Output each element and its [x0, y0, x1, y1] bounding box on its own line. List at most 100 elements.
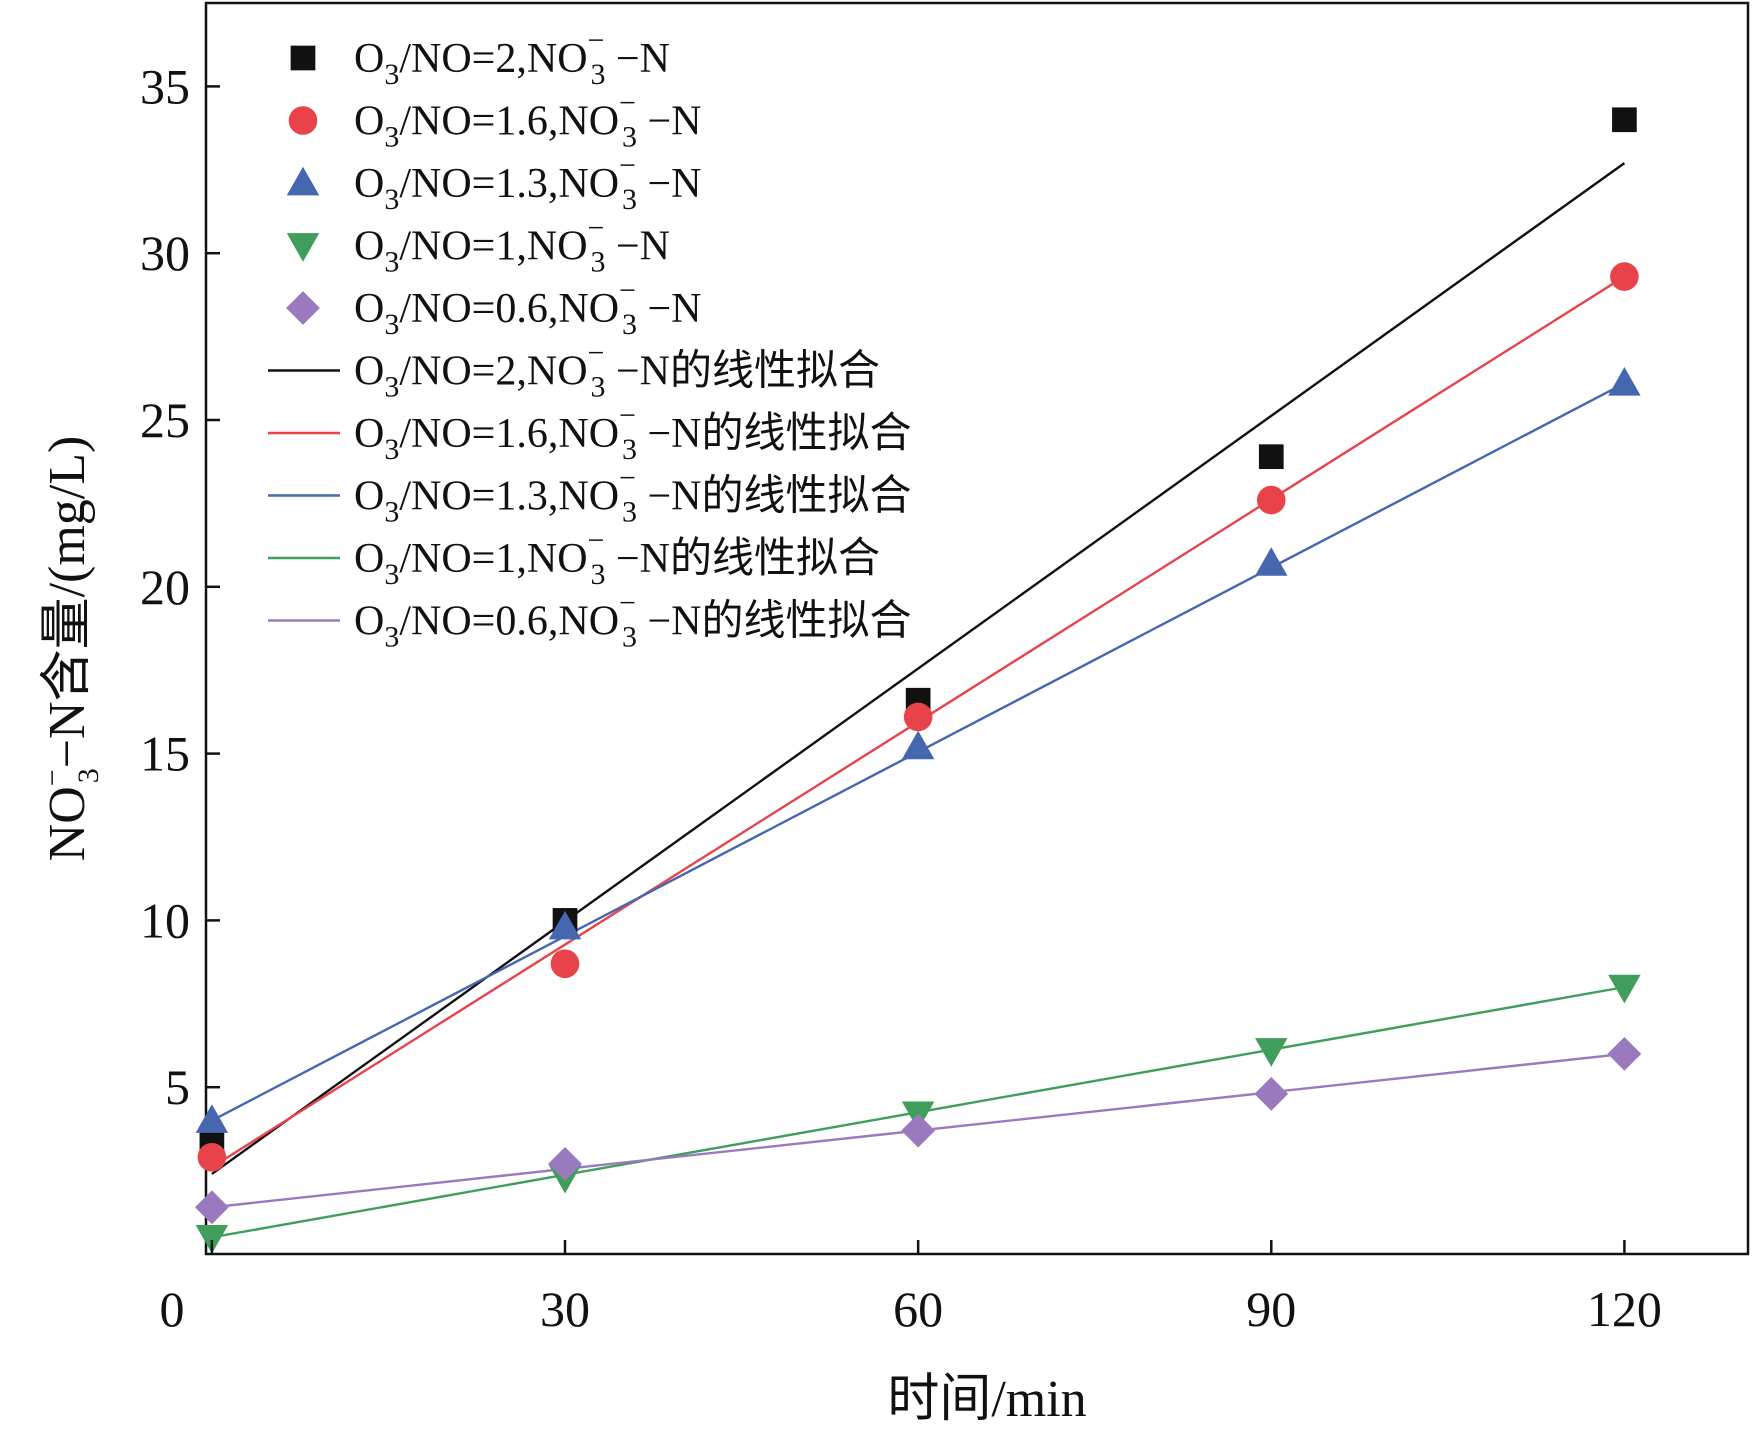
legend-label-part: −N的线性拟合 [605, 349, 880, 395]
legend-label-part: 3 [384, 121, 399, 154]
legend-label-part: −N [605, 36, 670, 82]
legend-label-part: − [588, 524, 605, 557]
legend-label-part: 3 [384, 371, 399, 404]
legend-label-part: −N [637, 161, 702, 207]
legend-label-part: − [619, 587, 636, 620]
legend-label-part: − [588, 212, 605, 245]
legend-label-part: −N [605, 224, 670, 270]
legend-label-part: −N的线性拟合 [637, 599, 912, 645]
data-point [194, 1190, 229, 1225]
y-axis-title-part: NO [39, 786, 96, 861]
legend-label-part: O [354, 36, 384, 82]
legend-label: O3/NO=1.3,NO− 3 −N [354, 149, 701, 216]
legend-label: O3/NO=1.6,NO− 3 −N [354, 87, 701, 154]
legend-label-part: 3 [590, 371, 605, 404]
legend-label-part: /NO=1,NO [399, 224, 587, 270]
data-point [1255, 1038, 1288, 1067]
legend-label-part: /NO=1.3,NO [399, 161, 619, 207]
legend-label-part: /NO=0.6,NO [399, 286, 619, 332]
x-tick-label: 60 [893, 1281, 943, 1337]
plot-frame [204, 1, 1750, 1256]
x-tick-label: 30 [540, 1281, 590, 1337]
legend-label-part: O [354, 349, 384, 395]
legend-label-part: 3 [590, 558, 605, 591]
y-tick-label: 25 [140, 392, 190, 448]
legend-label-part: 3 [622, 496, 637, 529]
legend-label: O3/NO=2,NO− 3 −N [354, 24, 670, 91]
legend-label: O3/NO=1,NO− 3 −N的线性拟合 [354, 524, 880, 591]
data-point [903, 702, 933, 732]
data-markers [194, 107, 1642, 1254]
legend-label-part: 3 [384, 496, 399, 529]
legend-label-part: /NO=1.6,NO [399, 411, 619, 457]
legend-label-part: − [619, 274, 636, 307]
legend-label-part: −N [637, 286, 702, 332]
legend-label-part: /NO=0.6,NO [399, 599, 619, 645]
data-point [195, 1104, 229, 1133]
y-tick-label: 10 [140, 892, 190, 948]
legend-label-part: /NO=1.3,NO [399, 474, 619, 520]
legend-label-part: 3 [590, 246, 605, 279]
legend-label-part: O [354, 286, 384, 332]
legend-label-part: O [354, 599, 384, 645]
legend-label-part: − [619, 87, 636, 120]
legend-label-part: − [619, 462, 636, 495]
legend-label: O3/NO=0.6,NO− 3 −N的线性拟合 [354, 587, 911, 654]
legend-label-part: 3 [384, 183, 399, 216]
y-tick-label: 5 [165, 1059, 190, 1115]
legend-label-part: 3 [384, 246, 399, 279]
legend-label: O3/NO=1,NO− 3 −N [354, 212, 670, 279]
legend-label-part: 3 [384, 308, 399, 341]
legend-marker [286, 166, 320, 196]
data-point [901, 730, 935, 760]
legend-label-part: − [619, 149, 636, 182]
y-tick-label: 20 [140, 559, 190, 615]
fit-line [211, 162, 1626, 1175]
legend-label-part: −N的线性拟合 [637, 474, 912, 520]
data-point [1256, 485, 1286, 515]
legend-label-part: /NO=2,NO [399, 349, 587, 395]
data-point [1255, 547, 1288, 576]
legend-label-part: 3 [384, 58, 399, 91]
y-axis-title: NO− 3−N含量/(mg/L) [36, 436, 105, 862]
legend-label-part: 3 [622, 621, 637, 654]
data-point [550, 949, 580, 979]
legend-label-part: −N [637, 99, 702, 145]
data-point [1608, 974, 1641, 1004]
legend-label-part: O [354, 99, 384, 145]
data-point [1610, 262, 1639, 291]
legend-marker [288, 106, 318, 135]
legend-label-part: 3 [590, 58, 605, 91]
legend-label-part: O [354, 536, 384, 582]
legend-label: O3/NO=1.3,NO− 3 −N的线性拟合 [354, 462, 911, 529]
legend-marker [290, 45, 316, 71]
legend-label-part: O [354, 474, 384, 520]
data-point [197, 1142, 227, 1172]
data-point [1254, 1076, 1289, 1111]
x-axis-title: 时间/min [887, 1371, 1086, 1428]
data-point [1612, 107, 1637, 133]
legend-label-part: 3 [384, 558, 399, 591]
legend-label: O3/NO=0.6,NO− 3 −N [354, 274, 701, 341]
data-point [1258, 444, 1284, 470]
x-tick-label: 90 [1246, 1281, 1296, 1337]
legend-label-part: O [354, 224, 384, 270]
legend-label-part: 3 [622, 433, 637, 466]
legend-label: O3/NO=1.6,NO− 3 −N的线性拟合 [354, 399, 911, 466]
data-point [1608, 367, 1641, 396]
legend-label-part: − [588, 337, 605, 370]
legend-label-part: /NO=1,NO [399, 536, 587, 582]
legend-label-part: −N的线性拟合 [637, 411, 912, 457]
data-point [195, 1224, 229, 1254]
data-point [548, 1147, 582, 1181]
legend-label-part: 3 [622, 183, 637, 216]
legend-label-part: /NO=1.6,NO [399, 99, 619, 145]
y-tick-label: 15 [140, 726, 190, 782]
legend-marker [286, 233, 320, 262]
legend-label-part: 3 [622, 121, 637, 154]
y-tick-label: 35 [140, 58, 190, 114]
legend-label-part: 3 [384, 433, 399, 466]
legend-label-part: −N的线性拟合 [605, 536, 880, 582]
axis-titles: 时间/min NO− 3−N含量/(mg/L) [36, 436, 1087, 1428]
